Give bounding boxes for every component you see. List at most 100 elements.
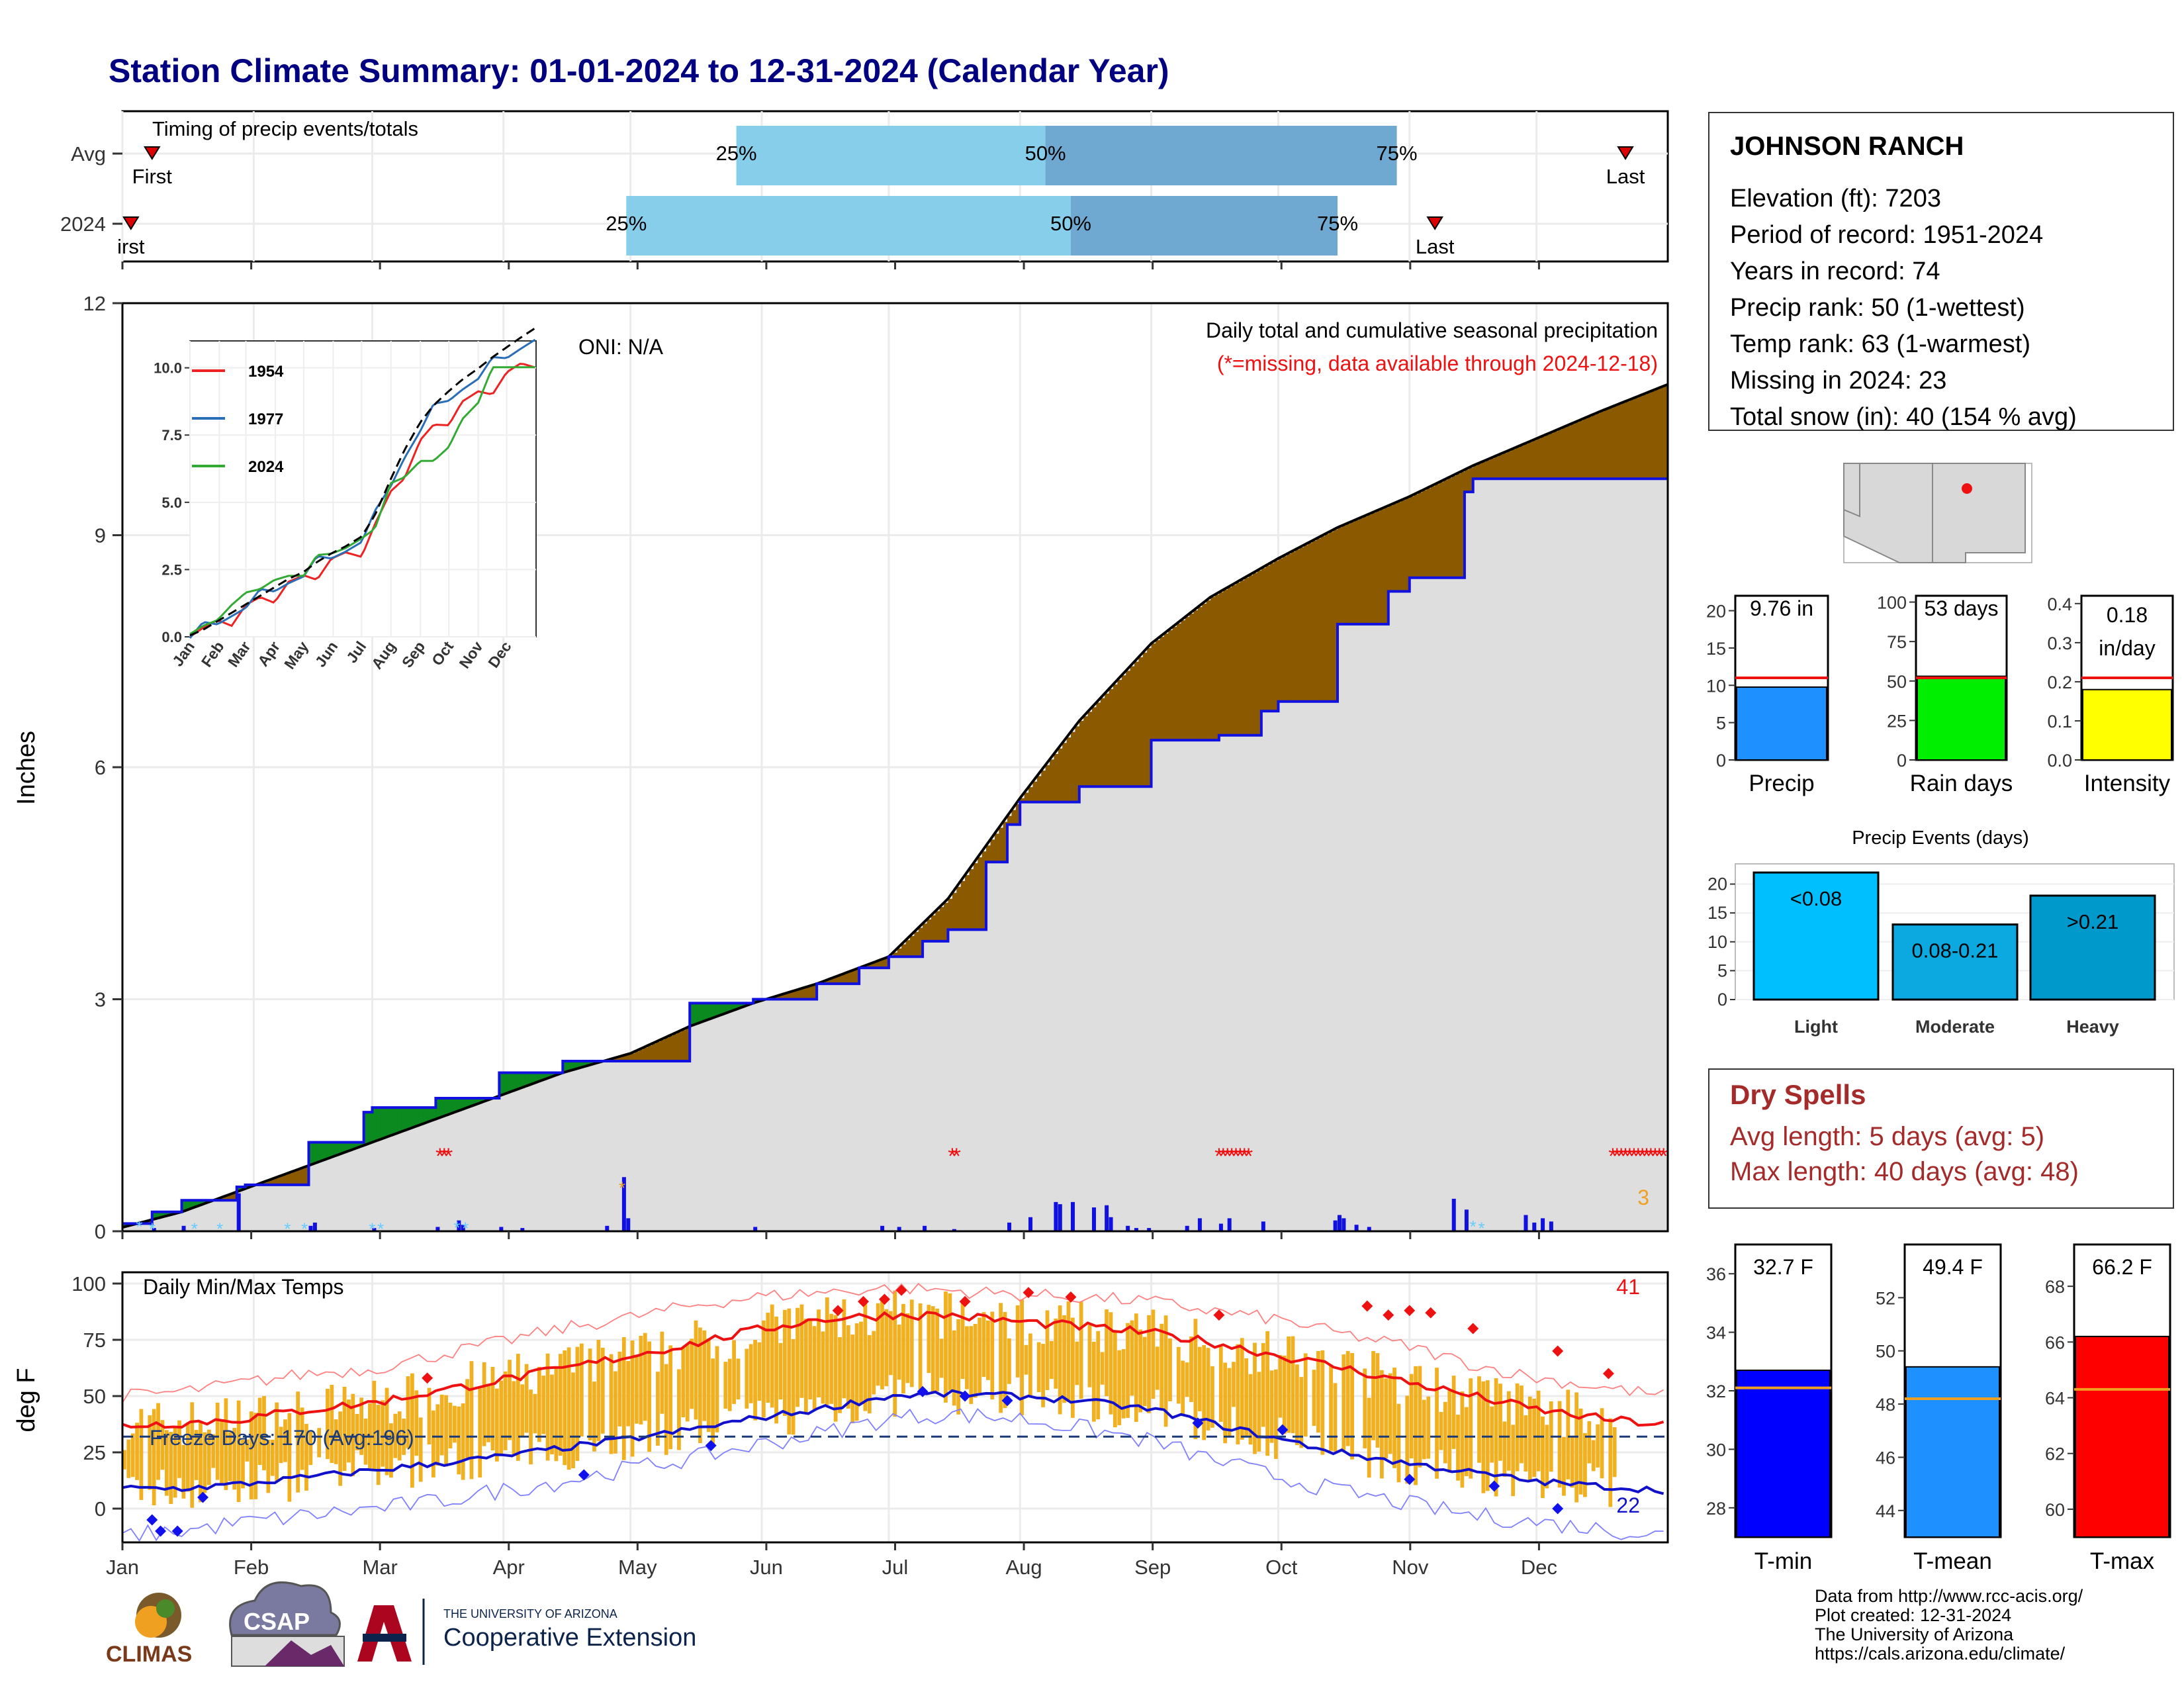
daily-temp-bar (973, 1323, 978, 1398)
precip-anomaly-fill (1350, 522, 1355, 624)
daily-temp-bar (825, 1297, 829, 1405)
precip-anomaly-fill (1642, 395, 1647, 479)
precip-anomaly-fill (406, 1107, 411, 1130)
daily-temp-bar (715, 1346, 719, 1432)
daily-temp-bar (363, 1419, 368, 1465)
precip-area-fill (338, 1154, 343, 1231)
precip-area-fill (220, 1200, 225, 1231)
precip-area-fill (1274, 711, 1279, 1231)
precip-area-fill (334, 1156, 339, 1231)
precip-area-fill (821, 984, 826, 1231)
precip-anomaly-fill (727, 1003, 733, 1013)
precip-anomaly-fill (1375, 511, 1381, 624)
precip-area-fill (533, 1083, 538, 1231)
precip-anomaly-fill (516, 1072, 521, 1090)
precip-anomaly-fill (893, 952, 898, 957)
daily-temp-bar (1511, 1425, 1516, 1497)
precip-anomaly-fill (342, 1142, 347, 1153)
daily-temp-bar (867, 1335, 872, 1414)
precip-area-fill (575, 1069, 580, 1231)
daily-temp-bar (164, 1430, 169, 1496)
missing-note: (*=missing, data available through 2024-… (1217, 352, 1658, 375)
precip-anomaly-fill (563, 1060, 568, 1073)
daily-temp-bar (432, 1410, 435, 1477)
station-location-dot (1962, 483, 1972, 494)
precip-area-fill (1469, 492, 1474, 1231)
daily-temp-bar (435, 1404, 440, 1466)
daily-temp-bar (503, 1371, 508, 1450)
inset-y-tick: 5.0 (161, 494, 182, 511)
daily-temp-bar (1163, 1315, 1168, 1427)
precip-area-fill (1371, 624, 1377, 1231)
precip-anomaly-fill (1054, 753, 1059, 802)
daily-temp-bar (846, 1325, 850, 1409)
precip-area-fill (859, 968, 864, 1231)
missing-marker: * (1613, 1144, 1621, 1169)
daily-temp-bar (859, 1321, 863, 1404)
daily-temp-bar (774, 1316, 778, 1424)
precip-area-fill (1282, 701, 1287, 1231)
daily-precip-bar (1227, 1218, 1232, 1231)
daily-precip-bar (1105, 1205, 1109, 1231)
precip-anomaly-fill (1477, 463, 1482, 479)
precip-anomaly-fill (1663, 386, 1668, 479)
precip-anomaly-fill (787, 992, 792, 1000)
precip-area-fill (698, 1023, 704, 1231)
precip-subtitle: Daily total and cumulative seasonal prec… (1206, 318, 1658, 342)
events-bar-label: 0.08-0.21 (1912, 939, 1999, 962)
precip-anomaly-fill (672, 1034, 678, 1061)
precip-anomaly-fill (156, 1211, 161, 1219)
precip-anomaly-fill (1345, 524, 1351, 624)
daily-temp-bar (702, 1330, 707, 1421)
daily-temp-bar (372, 1380, 377, 1472)
daily-temp-bar (1100, 1352, 1105, 1385)
precip-anomaly-fill (1134, 661, 1139, 787)
precip-area-fill (1608, 479, 1614, 1231)
month-label: Aug (1005, 1556, 1042, 1579)
daily-temp-bar (1574, 1392, 1579, 1503)
precip-area-fill (232, 1200, 238, 1231)
precip-anomaly-fill (368, 1112, 373, 1144)
daily-precip-bar (1147, 1228, 1152, 1231)
missing-marker: * (1236, 1144, 1244, 1169)
precip-anomaly-fill (503, 1072, 508, 1095)
precip-area-fill (1426, 577, 1432, 1231)
daily-temp-bar (960, 1302, 965, 1380)
mini-bar-tick: 0.0 (2047, 751, 2072, 771)
precip-area-fill (1481, 479, 1486, 1231)
precip-area-fill (1109, 786, 1114, 1231)
precip-anomaly-fill (1287, 553, 1292, 702)
precip-anomaly-fill (1105, 693, 1110, 787)
precip-anomaly-fill (1066, 737, 1071, 802)
university-of-arizona-logo: THE UNIVERSITY OF ARIZONA Cooperative Ex… (357, 1599, 696, 1665)
daily-temp-bar (439, 1394, 444, 1456)
daily-temp-bar (520, 1384, 525, 1437)
precip-area-fill (1253, 735, 1258, 1231)
precip-area-fill (461, 1109, 466, 1231)
daily-temp-bar (630, 1340, 635, 1457)
precip-area-fill (1485, 479, 1490, 1231)
precip-area-fill (406, 1129, 411, 1231)
daily-temp-bar (1070, 1317, 1075, 1418)
precip-anomaly-fill (965, 874, 970, 930)
precip-area-fill (1604, 479, 1610, 1231)
daily-temp-bar (1142, 1336, 1147, 1407)
inset-y-tick: 2.5 (161, 561, 182, 578)
precip-anomaly-fill (1278, 558, 1283, 702)
precip-anomaly-fill (1130, 666, 1135, 787)
precip-anomaly-fill (1261, 568, 1266, 712)
precip-area-fill (1651, 479, 1656, 1231)
precip-area-fill (308, 1165, 314, 1231)
precip-area-fill (368, 1143, 373, 1231)
temp-bar-tick: 36 (1706, 1264, 1726, 1284)
daily-temp-bar (177, 1420, 181, 1478)
precip-anomaly-fill (1320, 536, 1326, 702)
daily-temp-bar (126, 1439, 131, 1478)
precip-anomaly-fill (550, 1072, 555, 1078)
precip-area-fill (880, 968, 886, 1231)
record-high-marker (1065, 1291, 1077, 1303)
precip-area-fill (130, 1225, 136, 1231)
precip-anomaly-fill (465, 1098, 471, 1109)
precip-anomaly-fill (1418, 492, 1423, 578)
precip-area-fill (423, 1123, 428, 1231)
